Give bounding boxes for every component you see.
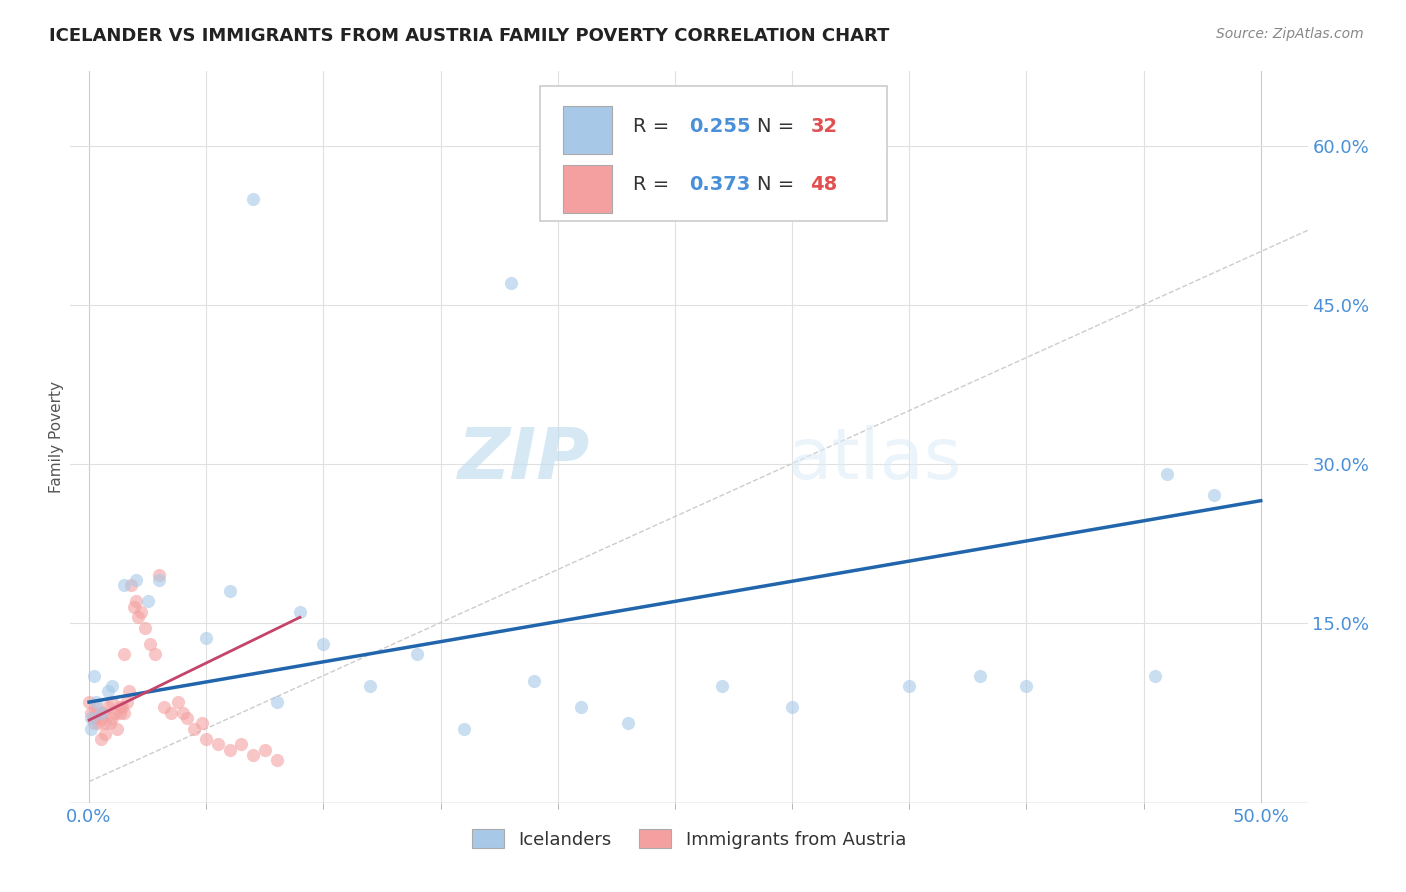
Text: 32: 32 xyxy=(810,117,838,136)
Point xyxy=(94,716,117,731)
Point xyxy=(122,599,145,614)
Legend: Icelanders, Immigrants from Austria: Icelanders, Immigrants from Austria xyxy=(464,822,914,856)
FancyBboxPatch shape xyxy=(540,86,887,221)
Point xyxy=(195,732,218,747)
Point xyxy=(101,695,124,709)
Point xyxy=(312,637,335,651)
Point xyxy=(1156,467,1178,482)
Point xyxy=(97,684,120,698)
Point xyxy=(266,753,288,767)
Point xyxy=(148,573,170,587)
Point xyxy=(111,700,134,714)
Point xyxy=(84,695,107,709)
Point xyxy=(183,722,205,736)
Point xyxy=(176,711,198,725)
Point xyxy=(172,706,194,720)
Point xyxy=(80,711,103,725)
Point xyxy=(406,648,429,662)
Point xyxy=(125,573,148,587)
Text: R =: R = xyxy=(633,175,676,194)
Point xyxy=(77,695,100,709)
Point xyxy=(108,700,131,714)
Point xyxy=(139,637,162,651)
Point xyxy=(90,732,112,747)
Text: N =: N = xyxy=(756,175,800,194)
Text: Source: ZipAtlas.com: Source: ZipAtlas.com xyxy=(1216,27,1364,41)
Point xyxy=(112,648,135,662)
Point xyxy=(143,648,166,662)
Point xyxy=(129,605,152,619)
Point xyxy=(136,594,159,608)
Point xyxy=(83,668,105,682)
Point xyxy=(94,727,117,741)
Point xyxy=(120,578,142,592)
Point xyxy=(101,711,124,725)
Point xyxy=(105,722,128,736)
Point xyxy=(115,695,138,709)
Point xyxy=(125,594,148,608)
Point xyxy=(266,695,288,709)
Point xyxy=(242,748,264,763)
Point xyxy=(288,605,311,619)
FancyBboxPatch shape xyxy=(562,165,612,212)
Point xyxy=(104,706,127,720)
Point xyxy=(780,700,803,714)
Point xyxy=(134,621,156,635)
Text: ICELANDER VS IMMIGRANTS FROM AUSTRIA FAMILY POVERTY CORRELATION CHART: ICELANDER VS IMMIGRANTS FROM AUSTRIA FAM… xyxy=(49,27,890,45)
Point xyxy=(83,711,105,725)
Point xyxy=(118,684,141,698)
Point xyxy=(112,578,135,592)
Point xyxy=(98,716,121,731)
Point xyxy=(97,700,120,714)
Point xyxy=(80,706,103,720)
Point xyxy=(710,679,733,693)
Point xyxy=(523,673,546,688)
Point xyxy=(1015,679,1038,693)
FancyBboxPatch shape xyxy=(562,106,612,154)
Point xyxy=(231,738,253,752)
Text: atlas: atlas xyxy=(787,425,962,493)
Point xyxy=(91,706,114,720)
Point xyxy=(167,695,190,709)
Point xyxy=(359,679,381,693)
Point xyxy=(218,743,240,757)
Point xyxy=(499,277,522,291)
Point xyxy=(90,711,112,725)
Point xyxy=(969,668,991,682)
Point xyxy=(453,722,475,736)
Point xyxy=(1144,668,1167,682)
Y-axis label: Family Poverty: Family Poverty xyxy=(49,381,63,493)
Point xyxy=(84,706,107,720)
Point xyxy=(153,700,176,714)
Point xyxy=(90,706,112,720)
Point xyxy=(190,716,212,731)
Text: 48: 48 xyxy=(810,175,838,194)
Point xyxy=(218,583,240,598)
Text: ZIP: ZIP xyxy=(458,425,591,493)
Text: N =: N = xyxy=(756,117,800,136)
Point xyxy=(617,716,640,731)
Point xyxy=(127,610,149,624)
Point xyxy=(87,716,110,731)
Point xyxy=(1202,488,1225,502)
Point xyxy=(148,567,170,582)
Point xyxy=(207,738,229,752)
Text: R =: R = xyxy=(633,117,676,136)
Point xyxy=(108,706,131,720)
Point xyxy=(242,192,264,206)
Point xyxy=(84,700,107,714)
Point xyxy=(112,706,135,720)
Point xyxy=(253,743,276,757)
Point xyxy=(101,679,124,693)
Point xyxy=(83,716,105,731)
Point xyxy=(569,700,592,714)
Point xyxy=(195,632,218,646)
Text: 0.255: 0.255 xyxy=(689,117,751,136)
Point xyxy=(80,722,103,736)
Point xyxy=(160,706,183,720)
Point xyxy=(898,679,921,693)
Text: 0.373: 0.373 xyxy=(689,175,751,194)
